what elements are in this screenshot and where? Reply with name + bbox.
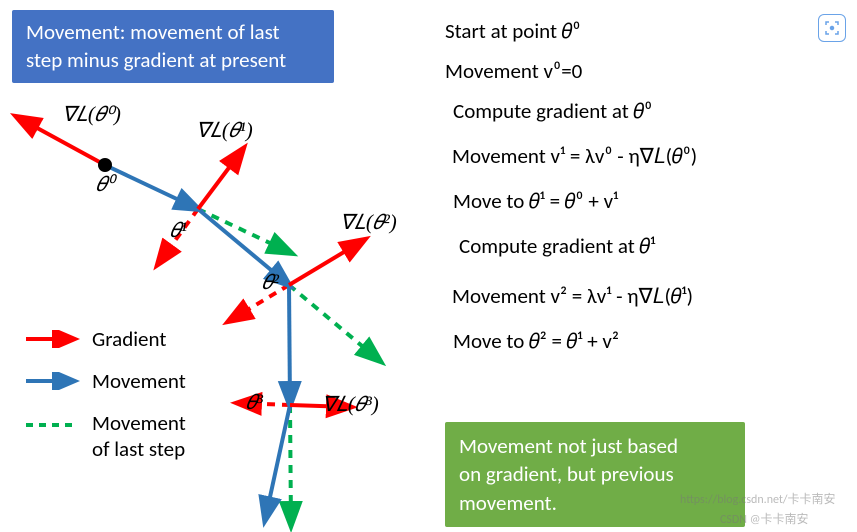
legend-movement: Movement [24,368,186,394]
diagram-point-label: 𝜃² [262,270,279,295]
legend-prev-movement: Movement of last step [24,410,186,462]
watermark-text: CSDN @卡卡南安 [720,510,808,527]
legend-prev-label1: Movement [92,410,186,436]
diagram-point-label: 𝜃¹ [170,218,187,243]
movement-definition-box: Movement: movement of last step minus gr… [12,10,334,83]
green-box-line1: Movement not just based [459,432,731,460]
algorithm-step: Movement v⁰=0 [445,58,582,84]
algorithm-step: Move to 𝜃¹ = 𝜃⁰ + v¹ [453,188,618,214]
algorithm-step: Start at point 𝜃⁰ [445,18,581,44]
focus-icon[interactable] [818,14,846,42]
blue-box-line1: Movement: movement of last [26,18,320,46]
algorithm-step: Movement v² = λv¹ - η∇𝐿(𝜃¹) [452,283,693,309]
legend-gradient-label: Gradient [92,326,166,352]
algorithm-step: Compute gradient at 𝜃⁰ [453,98,652,124]
diagram-point-label: ∇𝐿(𝜃³) [322,392,379,417]
diagram-point-label: ∇𝐿(𝜃⁰) [62,102,121,127]
legend-movement-label: Movement [92,368,186,394]
movement-summary-box: Movement not just based on gradient, but… [445,422,745,527]
diagram-point-label: 𝜃³ [246,390,263,415]
algorithm-step: Movement v¹ = λv⁰ - η∇𝐿(𝜃⁰) [452,143,697,169]
blue-box-line2: step minus gradient at present [26,46,320,74]
diagram-point-label: 𝜃⁰ [96,172,114,197]
algorithm-step: Move to 𝜃² = 𝜃¹ + v² [453,328,619,354]
green-box-line2: on gradient, but previous [459,460,731,488]
algorithm-step: Compute gradient at 𝜃¹ [459,233,655,259]
diagram-point-label: ∇𝐿(𝜃²) [340,210,397,235]
legend-prev-label2: of last step [92,436,186,462]
legend-gradient: Gradient [24,326,166,352]
legend-prev-label: Movement of last step [92,410,186,462]
watermark-text: https://blog.csdn.net/卡卡南安 [680,490,836,507]
diagram-point-label: ∇𝐿(𝜃¹) [196,118,253,143]
